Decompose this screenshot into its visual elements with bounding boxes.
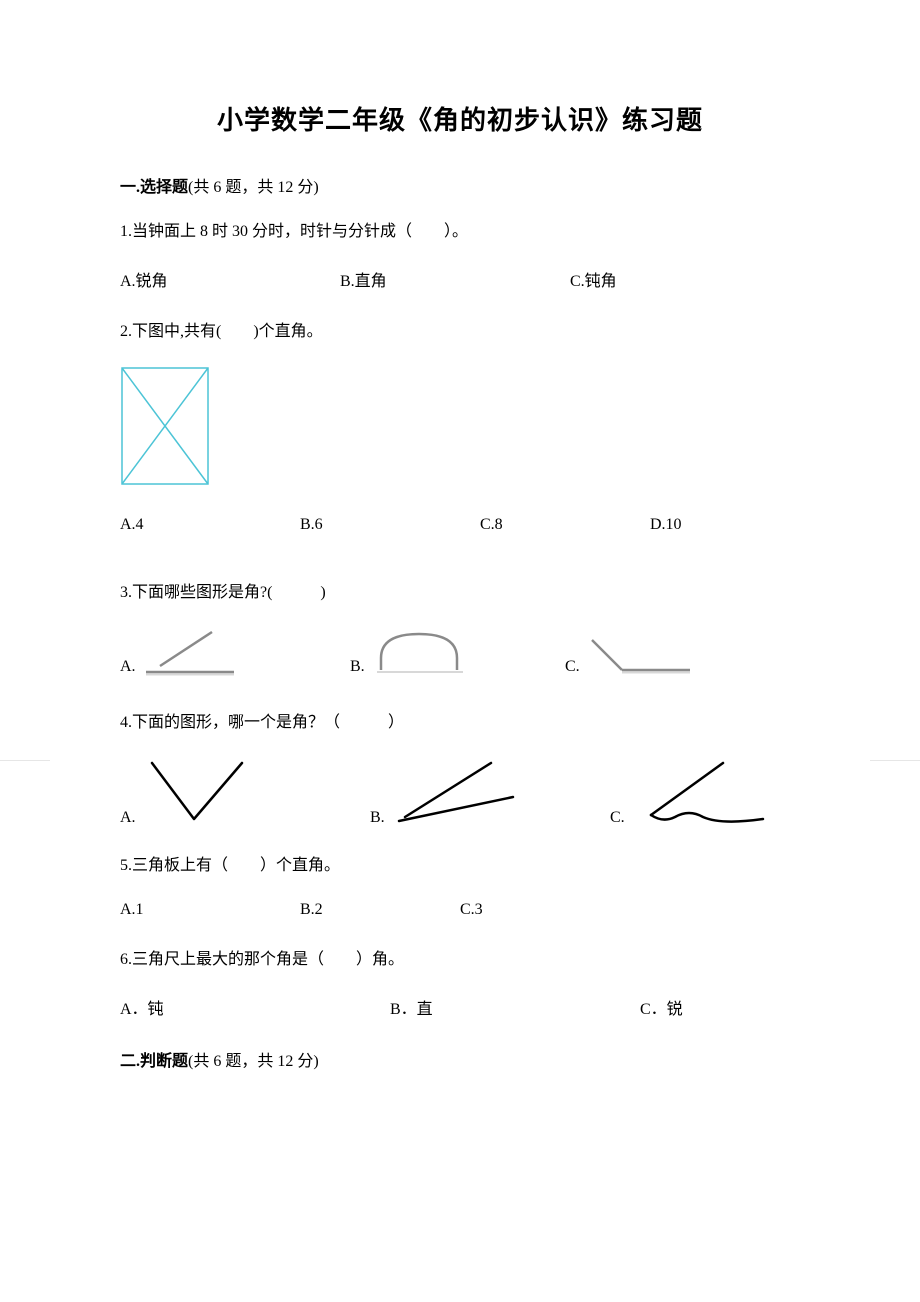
q3-figure-c-icon bbox=[586, 636, 696, 676]
q3-option-c: C. bbox=[565, 636, 696, 676]
q5-option-c: C.3 bbox=[460, 901, 483, 919]
q4-option-a: A. bbox=[120, 757, 370, 827]
q4-option-b: B. bbox=[370, 757, 610, 827]
q5-text: 5.三角板上有（ ）个直角。 bbox=[120, 853, 800, 879]
q6-option-a: A．钝 bbox=[120, 995, 390, 1019]
q5-option-b: B.2 bbox=[300, 901, 460, 919]
q4-options: A. B. C. bbox=[120, 757, 800, 827]
q2-text: 2.下图中,共有( )个直角。 bbox=[120, 319, 800, 345]
q1-option-c: C.钝角 bbox=[570, 267, 617, 291]
q6-option-c: C．锐 bbox=[640, 995, 683, 1019]
section-2-meta: (共 6 题，共 12 分) bbox=[188, 1053, 319, 1070]
section-1-label: 一.选择题 bbox=[120, 179, 188, 196]
page-edge-line-left bbox=[0, 760, 50, 761]
q2-option-c: C.8 bbox=[480, 516, 650, 534]
q1-options: A.锐角 B.直角 C.钝角 bbox=[120, 267, 800, 291]
page-title: 小学数学二年级《角的初步认识》练习题 bbox=[120, 100, 800, 137]
q6-option-b: B．直 bbox=[390, 995, 640, 1019]
q6-text: 6.三角尺上最大的那个角是（ ）角。 bbox=[120, 947, 800, 973]
q1-option-a: A.锐角 bbox=[120, 267, 340, 291]
q1-option-b: B.直角 bbox=[340, 267, 570, 291]
q3-figure-b-icon bbox=[371, 628, 471, 676]
q4-option-c-label: C. bbox=[610, 809, 625, 827]
section-2-label: 二.判断题 bbox=[120, 1053, 188, 1070]
q4-option-a-label: A. bbox=[120, 809, 136, 827]
q5-option-a: A.1 bbox=[120, 901, 300, 919]
q3-option-c-label: C. bbox=[565, 658, 580, 676]
q2-rectangle-diagonals-icon bbox=[120, 366, 210, 486]
q2-options: A.4 B.6 C.8 D.10 bbox=[120, 516, 800, 534]
q3-text: 3.下面哪些图形是角?( ) bbox=[120, 580, 800, 606]
page-edge-line-right bbox=[870, 760, 920, 761]
q2-figure bbox=[120, 366, 800, 486]
section-1-header: 一.选择题(共 6 题，共 12 分) bbox=[120, 173, 800, 197]
worksheet-page: 小学数学二年级《角的初步认识》练习题 一.选择题(共 6 题，共 12 分) 1… bbox=[0, 0, 920, 1153]
q1-text: 1.当钟面上 8 时 30 分时，时针与分针成（ ）。 bbox=[120, 219, 800, 245]
q4-option-c: C. bbox=[610, 757, 771, 827]
q3-option-a-label: A. bbox=[120, 658, 136, 676]
section-2-header: 二.判断题(共 6 题，共 12 分) bbox=[120, 1047, 800, 1071]
q4-figure-c-icon bbox=[631, 757, 771, 827]
q4-text: 4.下面的图形，哪一个是角？（ ） bbox=[120, 710, 800, 736]
q3-options: A. B. C. bbox=[120, 628, 800, 676]
q4-figure-a-icon bbox=[142, 757, 252, 827]
q2-option-d: D.10 bbox=[650, 516, 682, 534]
q4-option-b-label: B. bbox=[370, 809, 385, 827]
q3-option-b-label: B. bbox=[350, 658, 365, 676]
q3-figure-a-icon bbox=[142, 628, 237, 676]
q4-figure-b-icon bbox=[391, 757, 521, 827]
q6-options: A．钝 B．直 C．锐 bbox=[120, 995, 800, 1019]
section-1-meta: (共 6 题，共 12 分) bbox=[188, 179, 319, 196]
q3-option-b: B. bbox=[350, 628, 565, 676]
q2-option-b: B.6 bbox=[300, 516, 480, 534]
q2-option-a: A.4 bbox=[120, 516, 300, 534]
q5-options: A.1 B.2 C.3 bbox=[120, 901, 800, 919]
q3-option-a: A. bbox=[120, 628, 350, 676]
